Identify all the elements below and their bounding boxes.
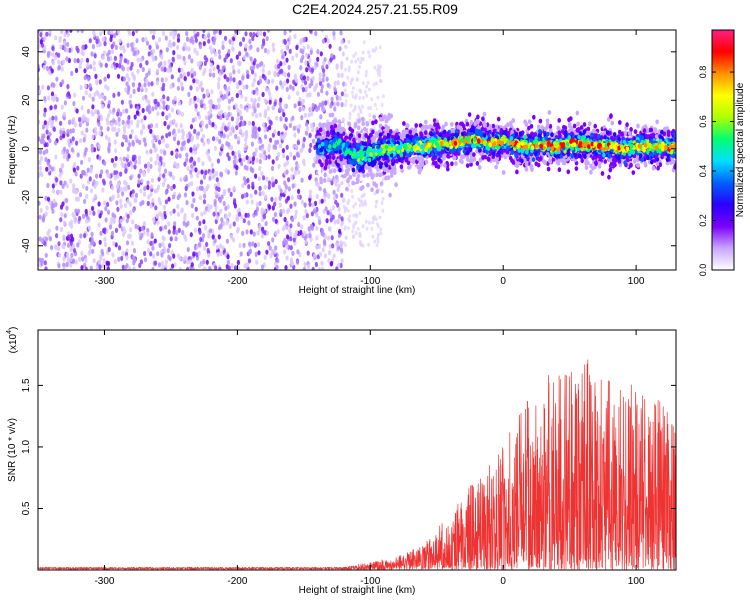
colorbar-tick-label: 0.8 <box>698 66 708 79</box>
spectrogram-y-tick-label: 0 <box>21 146 32 152</box>
snr-y-tick-label: 1.5 <box>21 378 32 392</box>
spectrogram-x-tick-label: -300 <box>94 276 114 287</box>
snr-series <box>38 360 676 570</box>
snr-y-label: SNR (10 * v/v) <box>7 418 18 482</box>
snr-x-label: Height of straight line (km) <box>299 585 416 596</box>
spectrogram-y-tick-label: 40 <box>21 46 32 58</box>
snr-multiplier: (x104) <box>6 327 19 354</box>
snr-y-tick-label: 1.0 <box>21 440 32 454</box>
spectrogram-y-label: Frequency (Hz) <box>7 116 18 185</box>
spectrogram-y-tick-label: -40 <box>21 238 32 253</box>
colorbar-tick-label: 0.4 <box>698 165 708 178</box>
spectrogram-y-tick-label: -20 <box>21 190 32 205</box>
spectrogram-x-tick-label: 0 <box>500 276 506 287</box>
spectrogram-x-tick-label: -200 <box>227 276 247 287</box>
colorbar: 0.0 0.2 0.4 0.6 0.8 Normalized spectral ampl… <box>698 30 746 276</box>
colorbar-label: Normalized spectral amplitude <box>735 82 746 217</box>
snr-x-tick-label: -200 <box>227 576 247 587</box>
snr-x-tick-label: 0 <box>500 576 506 587</box>
spectrogram-heatmap <box>36 28 677 273</box>
spectrogram-x-tick-label: 100 <box>628 276 645 287</box>
colorbar-tick-label: 0.6 <box>698 115 708 128</box>
snr-line <box>38 360 676 570</box>
snr-y-tick-label: 0.5 <box>21 501 32 515</box>
colorbar-tick-label: 0.0 <box>698 264 708 277</box>
snr-x-tick-label: 100 <box>628 576 645 587</box>
snr-x-tick-label: -300 <box>94 576 114 587</box>
colorbar-gradient <box>712 30 734 270</box>
spectrogram-x-label: Height of straight line (km) <box>299 285 416 296</box>
colorbar-tick-label: 0.2 <box>698 214 708 227</box>
figure-title: C2E4.2024.257.21.55.R09 <box>292 1 458 17</box>
spectrogram-y-tick-label: 20 <box>21 94 32 106</box>
snr-multiplier-base: (x10 <box>8 333 19 353</box>
